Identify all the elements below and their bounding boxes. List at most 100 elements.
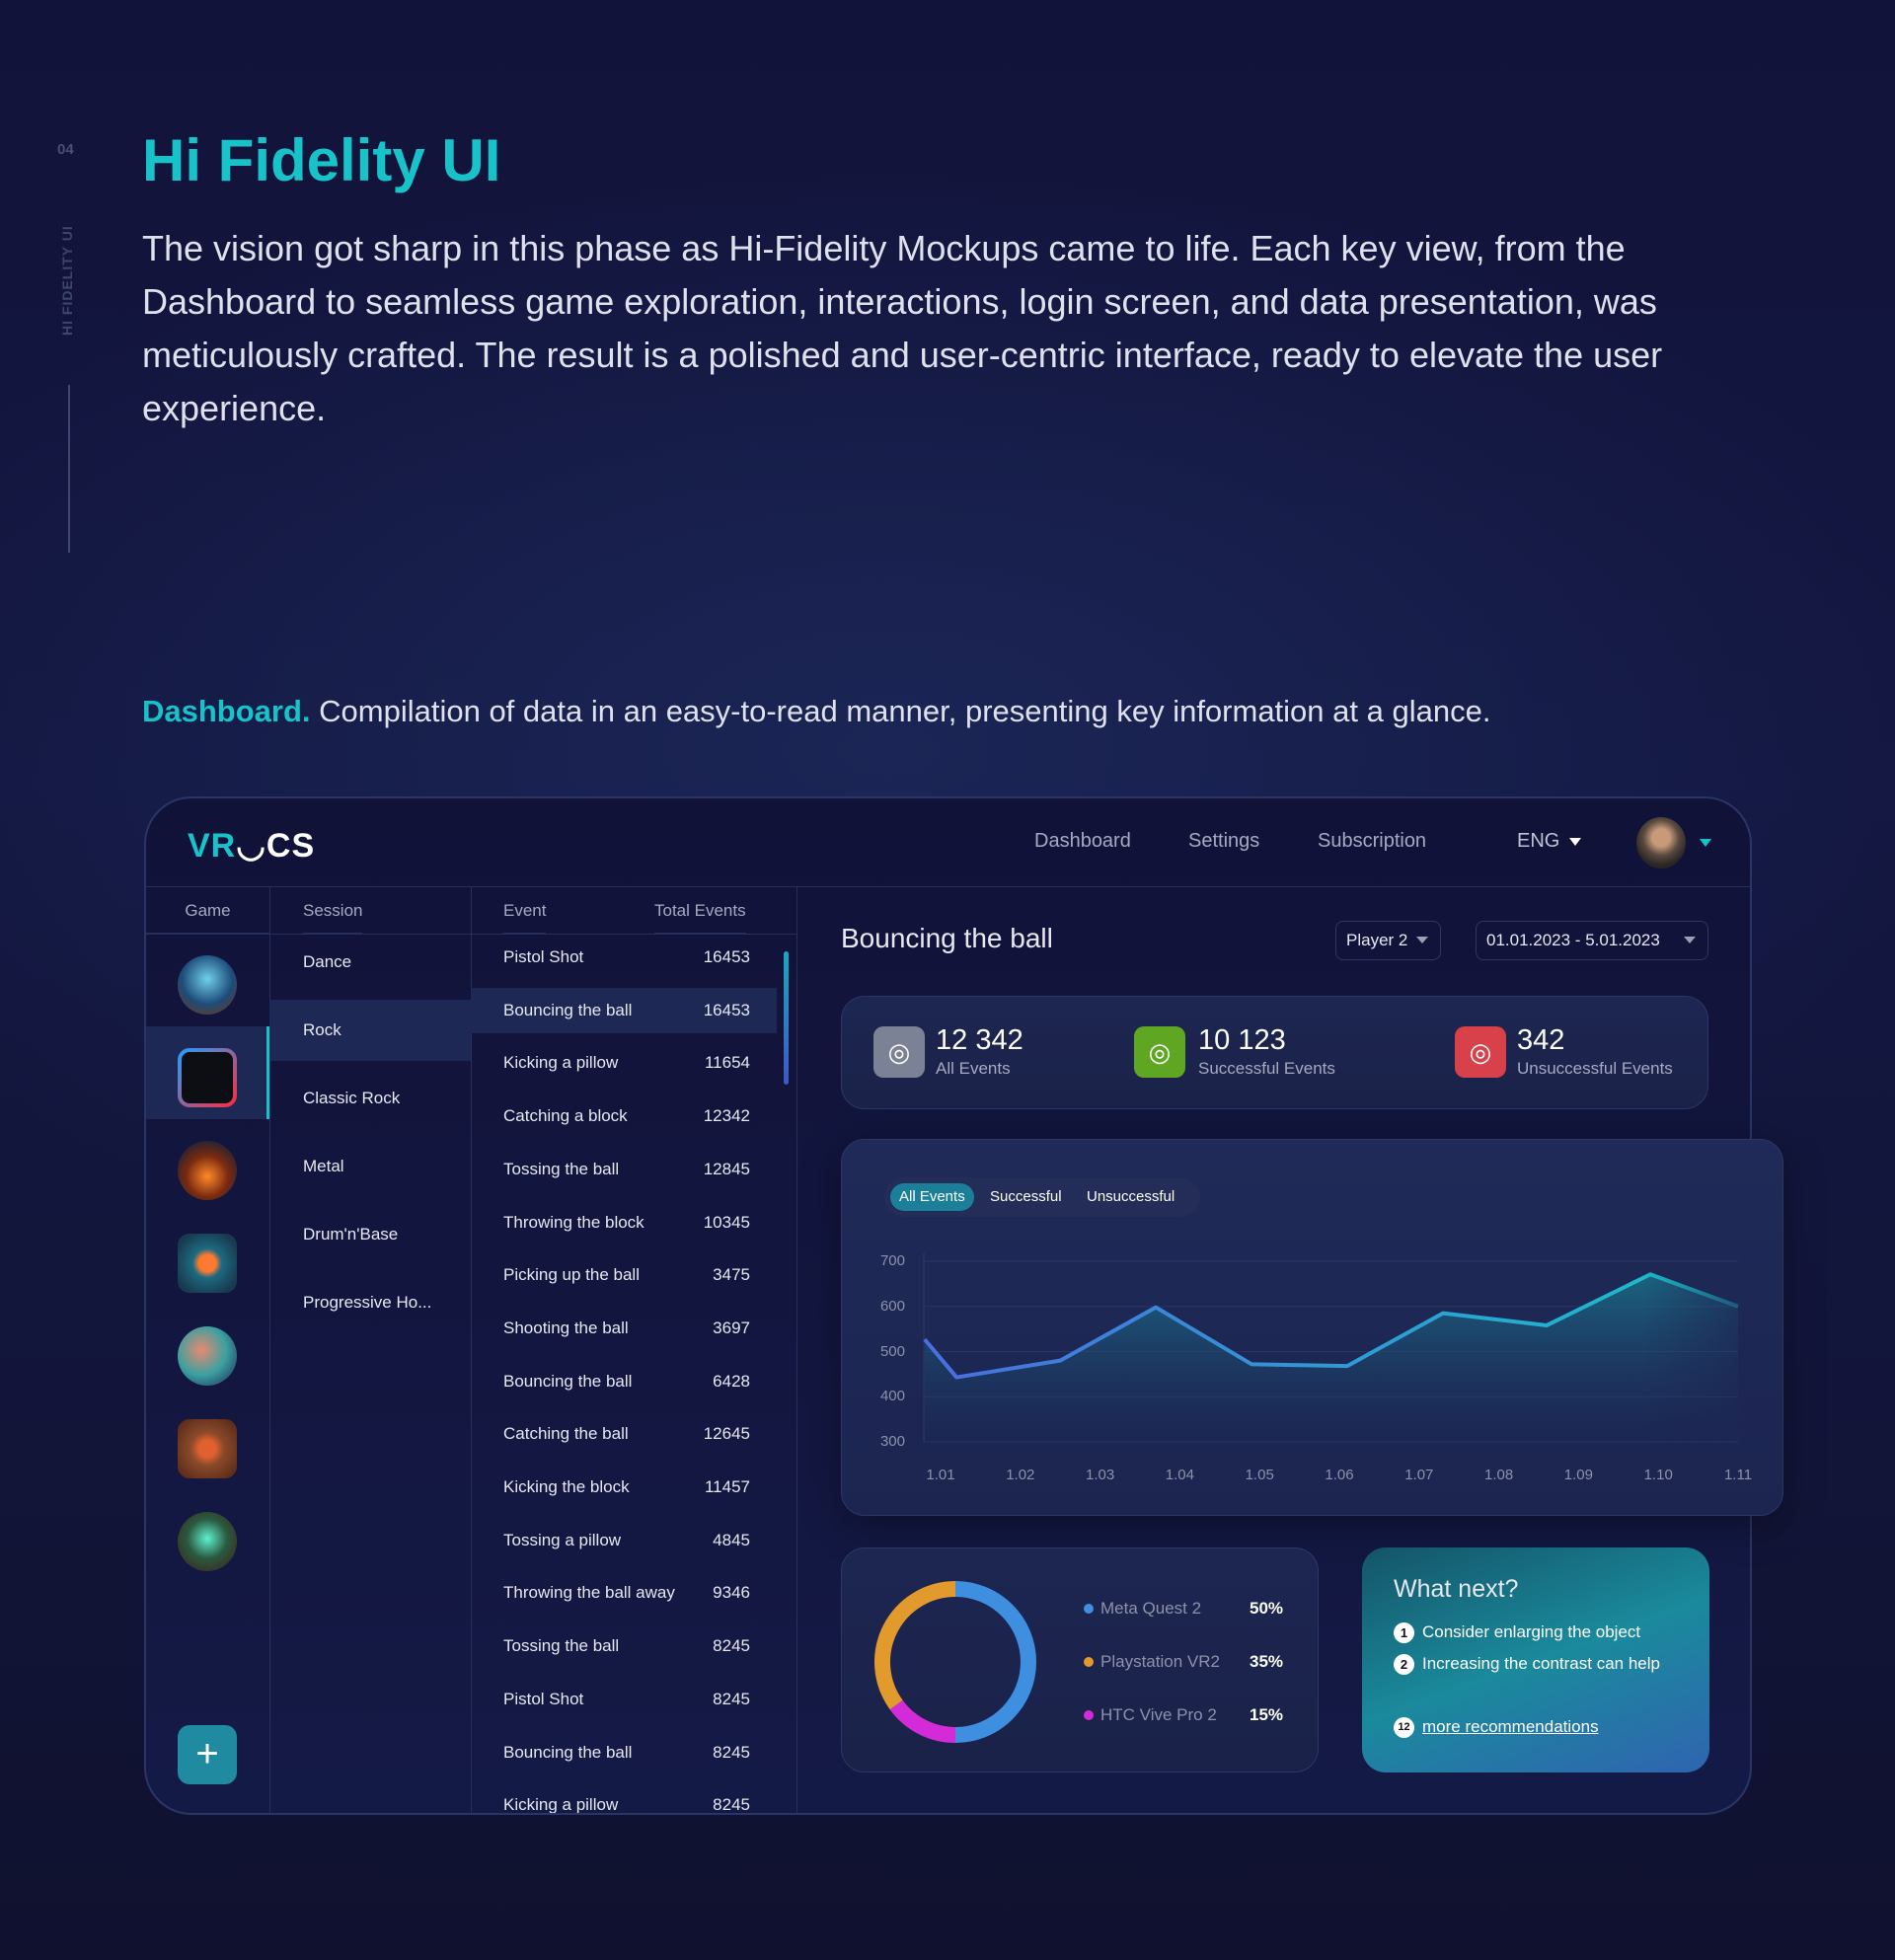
target-check-icon: ◎ [1134, 1026, 1185, 1078]
nav-dashboard[interactable]: Dashboard [1034, 830, 1131, 852]
event-total: 8245 [713, 1636, 750, 1656]
event-total: 11457 [704, 1477, 750, 1496]
x-tick-label: 1.07 [1404, 1467, 1434, 1483]
event-total: 12845 [703, 1159, 750, 1178]
stat-success-label: Successful Events [1198, 1059, 1335, 1078]
event-row[interactable]: Kicking the block 11457 [471, 1465, 777, 1510]
game-icon-character[interactable] [178, 1326, 237, 1386]
caption-text: Compilation of data in an easy-to-read m… [310, 694, 1491, 728]
section-number: 04 [57, 141, 74, 158]
legend-dot [1084, 1710, 1094, 1720]
what-next-card: What next? 1 Consider enlarging the objec… [1362, 1547, 1709, 1772]
event-total: 11654 [704, 1053, 750, 1073]
tab-successful[interactable]: Successful [990, 1188, 1062, 1205]
add-game-button[interactable]: + [178, 1725, 237, 1784]
event-name: Throwing the ball away [503, 1583, 675, 1603]
date-range-select[interactable]: 01.01.2023 - 5.01.2023 [1476, 921, 1708, 960]
game-icon-castle[interactable] [178, 955, 237, 1015]
game-icon-crate[interactable] [178, 1419, 237, 1478]
y-tick-label: 300 [879, 1433, 905, 1450]
language-select[interactable]: ENG [1517, 830, 1582, 853]
session-item[interactable]: Drum'n'Base [303, 1225, 399, 1244]
nav-subscription[interactable]: Subscription [1318, 830, 1427, 852]
game-icon-neon-frame[interactable] [178, 1048, 237, 1107]
event-row[interactable]: Throwing the block 10345 [471, 1200, 777, 1245]
player-value: Player 2 [1346, 931, 1408, 949]
legend-dot [1084, 1604, 1094, 1614]
player-select[interactable]: Player 2 [1335, 921, 1441, 960]
event-row[interactable]: Bouncing the ball 16453 [471, 987, 777, 1033]
event-total: 9346 [713, 1583, 750, 1603]
game-icon-creature[interactable] [178, 1512, 237, 1571]
x-tick-label: 1.11 [1723, 1467, 1753, 1483]
col-event: Event [503, 887, 547, 934]
event-row[interactable]: Throwing the ball away 9346 [471, 1570, 777, 1616]
stat-success-value: 10 123 [1198, 1024, 1286, 1056]
donut-slice-playstation-vr2 [874, 1581, 956, 1710]
event-row[interactable]: Bouncing the ball 8245 [471, 1730, 777, 1775]
event-row[interactable]: Tossing the ball 12845 [471, 1147, 777, 1192]
event-row[interactable]: Pistol Shot 16453 [471, 935, 777, 980]
caption-bold: Dashboard. [142, 694, 311, 728]
session-item[interactable]: Dance [303, 952, 352, 971]
tab-all-events[interactable]: All Events [890, 1183, 974, 1211]
y-tick-label: 600 [879, 1297, 905, 1315]
x-tick-label: 1.09 [1563, 1467, 1593, 1483]
event-row[interactable]: Catching the ball 12645 [471, 1411, 777, 1457]
game-icon-orb[interactable] [178, 1141, 237, 1200]
y-tick-label: 700 [879, 1252, 905, 1269]
event-row[interactable]: Catching a block 12342 [471, 1093, 777, 1139]
avatar[interactable] [1636, 817, 1686, 868]
chevron-down-icon [1684, 937, 1696, 943]
events-chart-card: All Events Successful Unsuccessful 700 60… [841, 1139, 1783, 1516]
event-name: Catching the ball [503, 1424, 629, 1444]
tab-unsuccessful[interactable]: Unsuccessful [1087, 1188, 1175, 1205]
profile-chevron-icon[interactable] [1700, 839, 1711, 847]
recommendation-item: 1 Consider enlarging the object [1394, 1622, 1640, 1644]
session-item[interactable]: Classic Rock [303, 1089, 401, 1107]
session-item[interactable]: Progressive Ho... [303, 1293, 432, 1312]
event-row[interactable]: Shooting the ball 3697 [471, 1306, 777, 1351]
event-row[interactable]: Pistol Shot 8245 [471, 1677, 777, 1722]
more-recommendations-label: more recommendations [1422, 1717, 1599, 1736]
event-row[interactable]: Bouncing the ball 6428 [471, 1359, 777, 1404]
game-icon-speaker[interactable] [178, 1234, 237, 1293]
x-tick-label: 1.05 [1245, 1467, 1274, 1483]
session-item[interactable]: Rock [269, 1000, 471, 1061]
event-row[interactable]: Tossing a pillow 4845 [471, 1518, 777, 1563]
event-total: 12342 [703, 1106, 750, 1126]
x-tick-label: 1.01 [926, 1467, 955, 1483]
event-name: Tossing a pillow [503, 1530, 622, 1549]
event-row[interactable]: Picking up the ball 3475 [471, 1252, 777, 1298]
chevron-down-icon [1416, 937, 1428, 943]
donut-chart [874, 1581, 1036, 1743]
legend-label: Meta Quest 2 [1100, 1599, 1202, 1618]
detail-title: Bouncing the ball [841, 923, 1053, 953]
more-recommendations-link[interactable]: 12 more recommendations [1394, 1717, 1599, 1739]
logo[interactable]: VR◡CS [188, 827, 316, 865]
event-name: Pistol Shot [503, 947, 584, 966]
target-x-icon: ◎ [1455, 1026, 1506, 1078]
stat-all-label: All Events [936, 1059, 1011, 1078]
event-row[interactable]: Tossing the ball 8245 [471, 1623, 777, 1669]
dashboard-mockup: VR◡CS Dashboard Settings Subscription EN… [144, 796, 1783, 1815]
col-session: Session [303, 887, 363, 934]
event-name: Bouncing the ball [503, 1000, 633, 1019]
x-tick-label: 1.02 [1006, 1467, 1035, 1483]
scrollbar[interactable] [784, 951, 789, 1085]
chart-tabs: All Events Successful Unsuccessful [884, 1177, 1200, 1217]
event-row[interactable]: Kicking a pillow 11654 [471, 1040, 777, 1086]
event-row[interactable]: Kicking a pillow 8245 [471, 1782, 777, 1813]
language-label: ENG [1517, 830, 1560, 852]
date-range-value: 01.01.2023 - 5.01.2023 [1486, 931, 1660, 949]
donut-slice-meta-quest-2 [954, 1581, 1036, 1743]
divider [796, 887, 797, 1813]
x-tick-label: 1.10 [1643, 1467, 1673, 1483]
event-total: 3475 [713, 1265, 750, 1285]
event-name: Shooting the ball [503, 1318, 629, 1337]
session-item[interactable]: Metal [303, 1157, 344, 1175]
x-tick-label: 1.04 [1165, 1467, 1194, 1483]
nav-settings[interactable]: Settings [1188, 830, 1260, 852]
event-name: Kicking the block [503, 1477, 630, 1496]
event-total: 8245 [713, 1742, 750, 1762]
